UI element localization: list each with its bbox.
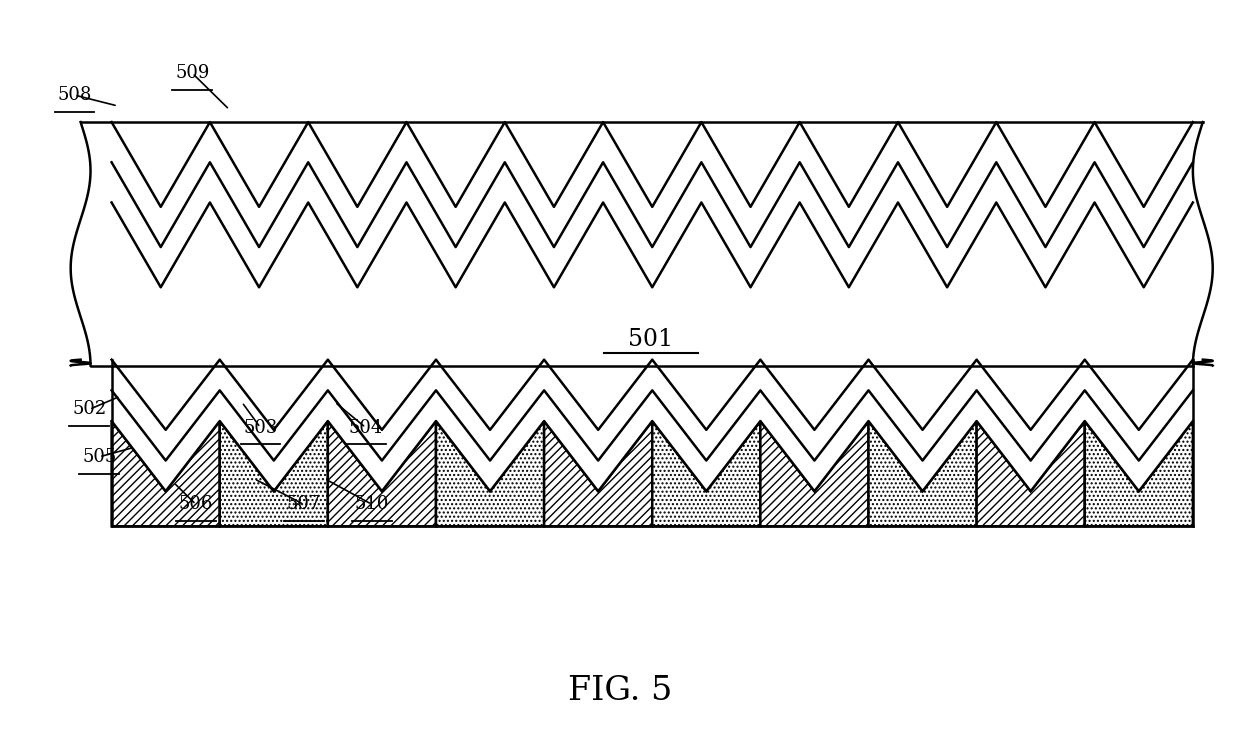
Text: 502: 502 bbox=[72, 401, 107, 418]
Polygon shape bbox=[436, 390, 490, 491]
Polygon shape bbox=[436, 421, 544, 526]
Polygon shape bbox=[1085, 390, 1138, 491]
Polygon shape bbox=[327, 390, 382, 491]
Polygon shape bbox=[1030, 390, 1085, 491]
Polygon shape bbox=[112, 421, 219, 526]
Polygon shape bbox=[923, 390, 977, 491]
Polygon shape bbox=[1085, 421, 1193, 526]
Polygon shape bbox=[598, 390, 652, 491]
Polygon shape bbox=[868, 390, 923, 491]
Text: 504: 504 bbox=[348, 419, 383, 436]
Polygon shape bbox=[490, 390, 544, 491]
Polygon shape bbox=[977, 390, 1030, 491]
Polygon shape bbox=[652, 390, 707, 491]
Text: 501: 501 bbox=[629, 328, 673, 352]
Polygon shape bbox=[652, 421, 760, 526]
Text: 510: 510 bbox=[355, 496, 389, 513]
Text: 508: 508 bbox=[57, 86, 92, 104]
Polygon shape bbox=[327, 421, 436, 526]
Polygon shape bbox=[977, 421, 1085, 526]
Text: 509: 509 bbox=[175, 64, 210, 82]
Polygon shape bbox=[219, 421, 327, 526]
Polygon shape bbox=[868, 421, 977, 526]
Polygon shape bbox=[544, 421, 652, 526]
Polygon shape bbox=[274, 390, 327, 491]
Polygon shape bbox=[760, 421, 868, 526]
Polygon shape bbox=[382, 390, 436, 491]
Polygon shape bbox=[112, 390, 166, 491]
Polygon shape bbox=[544, 390, 598, 491]
Text: 505: 505 bbox=[82, 448, 117, 466]
Text: 503: 503 bbox=[243, 419, 278, 436]
Polygon shape bbox=[760, 390, 815, 491]
Polygon shape bbox=[112, 122, 1193, 287]
Text: FIG. 5: FIG. 5 bbox=[568, 675, 672, 707]
Polygon shape bbox=[219, 390, 274, 491]
Polygon shape bbox=[1138, 390, 1193, 491]
Text: 506: 506 bbox=[179, 496, 213, 513]
Polygon shape bbox=[815, 390, 868, 491]
Polygon shape bbox=[707, 390, 760, 491]
Polygon shape bbox=[166, 390, 219, 491]
Text: 507: 507 bbox=[286, 496, 321, 513]
